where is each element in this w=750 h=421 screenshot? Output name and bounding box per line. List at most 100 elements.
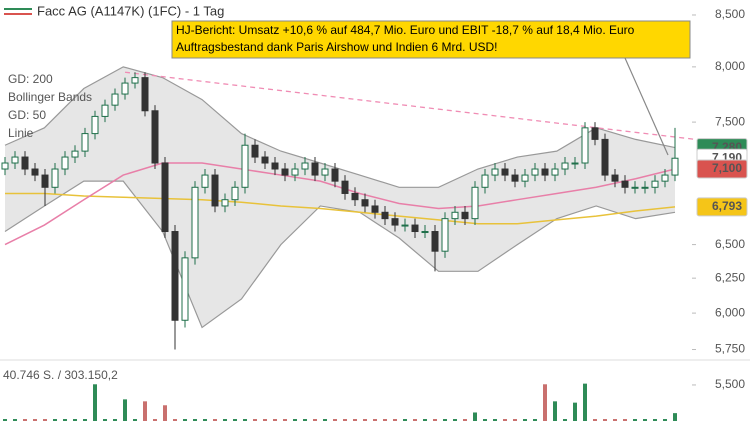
volume-tick-label: 5,500 [715, 377, 745, 391]
volume-bar [573, 402, 577, 421]
volume-bar [523, 419, 527, 421]
candle-body [471, 186, 479, 220]
volume-bar [483, 419, 487, 421]
volume-bar [163, 405, 167, 421]
volume-bar [383, 419, 387, 421]
candle-body [121, 82, 129, 95]
chart-title: Facc AG (A1147K) (1FC) - 1 Tag [37, 3, 224, 18]
plot [1, 66, 746, 421]
candle-body [41, 174, 49, 188]
candle-body [181, 257, 189, 321]
candle-body [251, 144, 259, 158]
candle-body [461, 211, 469, 220]
volume-bar [113, 419, 117, 421]
volume-bar [193, 419, 197, 421]
candle-body [261, 156, 269, 164]
volume-bar [623, 419, 627, 421]
candle-body [641, 186, 649, 189]
candle-body [661, 174, 669, 182]
volume-bar [33, 419, 37, 421]
indicator-line [5, 192, 676, 225]
candle-body [541, 168, 549, 176]
bollinger-lower [4, 180, 676, 329]
candle-body [481, 174, 489, 188]
volume-bar [563, 419, 567, 421]
volume-bar [293, 419, 297, 421]
candle-body [341, 180, 349, 194]
volume-bar [413, 419, 417, 421]
y-tick-label: 5,750 [715, 342, 745, 356]
candle-body [101, 104, 109, 117]
candle-body [151, 110, 159, 164]
candle-body [421, 231, 429, 234]
annotation: Auftragsbestand dank Paris Airshow und I… [176, 40, 498, 54]
candle-body [631, 186, 639, 189]
y-tick-label: 8,000 [715, 59, 745, 73]
candle-body [31, 168, 39, 176]
volume-bar [273, 419, 277, 421]
volume-bar [123, 399, 127, 421]
volume-bar [513, 419, 517, 421]
volume-bar [303, 419, 307, 421]
volume-bar [43, 419, 47, 421]
candle-body [511, 174, 519, 182]
bollinger-upper [4, 66, 676, 188]
volume-bar [313, 419, 317, 421]
volume-bar [83, 419, 87, 421]
candle-body [531, 168, 539, 176]
candle-body [571, 162, 579, 165]
indicator-line [4, 162, 676, 246]
candle-body [211, 174, 219, 207]
candle-body [221, 199, 229, 207]
candle-body [601, 138, 609, 176]
annotation: HJ-Bericht: Umsatz +10,6 % auf 484,7 Mio… [176, 23, 635, 37]
price-tag [696, 197, 748, 217]
candle-body [21, 156, 29, 170]
candle-body [391, 218, 399, 226]
legend-entry: GD: 200 [8, 72, 53, 86]
volume-bar [363, 419, 367, 421]
candle-body [401, 224, 409, 227]
volume-bar [3, 419, 7, 421]
legend-entry: GD: 50 [8, 108, 46, 122]
candle-body [411, 224, 419, 233]
volume-bar [323, 419, 327, 421]
volume-bar [393, 419, 397, 421]
volume-bar [93, 384, 97, 421]
volume-bar [183, 419, 187, 421]
candle-body [131, 77, 139, 84]
candle-body [581, 127, 589, 164]
volume-bar [263, 419, 267, 421]
candle-body [71, 150, 79, 158]
candle-body [671, 157, 679, 176]
candle-body [201, 174, 209, 188]
volume-bar [473, 412, 477, 421]
volume-bar [653, 419, 657, 421]
y-tick-label: 7,500 [715, 114, 745, 128]
volume-bar [233, 419, 237, 421]
volume-bar [353, 419, 357, 421]
volume-label: 40.746 S. / 303.150,2 [3, 368, 118, 382]
candle-body [431, 231, 439, 252]
candle-body [381, 211, 389, 220]
candle-body [311, 162, 319, 176]
candle-body [331, 168, 339, 182]
y-tick-label: 8,500 [715, 7, 745, 21]
candle-body [491, 168, 499, 176]
volume-bar [53, 419, 57, 421]
legend-entry: Linie [8, 126, 34, 140]
volume-bar [373, 419, 377, 421]
candle-body [551, 168, 559, 176]
candle-body [291, 168, 299, 176]
volume-bar [463, 419, 467, 421]
candle-body [281, 168, 289, 176]
volume-bar [143, 401, 147, 421]
candle-body [301, 162, 309, 170]
y-tick-label: 6,500 [715, 237, 745, 251]
volume-bar [533, 419, 537, 421]
candle-body [161, 162, 169, 233]
volume-bar [73, 419, 77, 421]
candle-body [441, 218, 449, 252]
volume-bar [553, 401, 557, 421]
